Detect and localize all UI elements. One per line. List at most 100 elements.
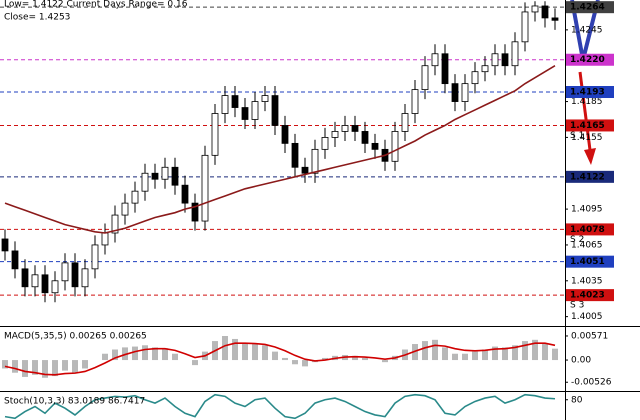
level-label: 1.4220 xyxy=(570,55,605,65)
histogram-bar xyxy=(472,351,478,361)
y-tick-label: 1.4245 xyxy=(571,25,603,35)
candle-body xyxy=(161,166,169,180)
histogram-bar xyxy=(252,344,258,361)
candle-body xyxy=(261,95,269,102)
candle-body xyxy=(551,17,559,21)
candle-body xyxy=(1,238,9,252)
histogram-bar xyxy=(532,339,538,361)
candle-body xyxy=(71,262,79,288)
histogram-bar xyxy=(242,343,248,361)
level-label: 1.4122 xyxy=(570,172,605,182)
info-text: Close= 1.4253 xyxy=(4,13,70,23)
histogram-bar xyxy=(422,341,428,361)
histogram-bar xyxy=(552,348,558,361)
y-tick-label: -0.00526 xyxy=(571,378,612,388)
histogram-bar xyxy=(382,360,388,363)
histogram-bar xyxy=(492,346,498,361)
y-tick-label: 1.4155 xyxy=(571,133,603,143)
candle-body xyxy=(281,125,289,144)
candle-body xyxy=(251,101,259,120)
indicator-line xyxy=(4,65,556,234)
y-tick-label: 1.4005 xyxy=(571,312,603,322)
candle-body xyxy=(211,113,219,156)
histogram-bar xyxy=(542,343,548,361)
histogram-bar xyxy=(232,338,238,361)
level-box xyxy=(566,170,614,183)
histogram-bar xyxy=(272,351,278,361)
indicator-title: Stoch(10,3,3) 83.0189 86.7417 xyxy=(4,397,145,407)
candle-body xyxy=(151,172,159,180)
level-box xyxy=(566,86,614,99)
histogram-bar xyxy=(192,360,198,366)
histogram-bar xyxy=(322,357,328,361)
histogram-bar xyxy=(512,345,518,361)
candle-body xyxy=(31,274,39,288)
histogram-bar xyxy=(432,339,438,361)
y-tick-label: 1.4035 xyxy=(571,276,603,286)
candle-body xyxy=(61,262,69,282)
histogram-bar xyxy=(352,355,358,361)
candle-body xyxy=(301,166,309,174)
candle-body xyxy=(141,172,149,192)
histogram-bar xyxy=(362,357,368,361)
histogram-bar xyxy=(82,360,88,369)
candle-body xyxy=(291,142,299,168)
candle-body xyxy=(121,202,129,216)
candle-body xyxy=(531,5,539,13)
candle-body xyxy=(91,244,99,270)
candle-body xyxy=(241,107,249,120)
histogram-bar xyxy=(282,357,288,361)
level-label: 1.4078 xyxy=(570,225,605,235)
candle-body xyxy=(351,125,359,132)
histogram-bar xyxy=(172,353,178,361)
level-label: 1.4023 xyxy=(570,291,605,301)
histogram-bar xyxy=(62,360,68,371)
candle-body xyxy=(501,53,509,67)
histogram-bar xyxy=(452,353,458,361)
candle-body xyxy=(521,11,529,43)
candle-body xyxy=(461,83,469,102)
candle-body xyxy=(111,214,119,234)
level-box xyxy=(566,223,614,236)
candle-body xyxy=(541,5,549,19)
candle-body xyxy=(131,190,139,204)
histogram-bar xyxy=(162,348,168,361)
level-tag: S 3 xyxy=(570,301,584,311)
candle-body xyxy=(271,95,279,126)
level-box xyxy=(566,255,614,268)
arrow-head xyxy=(584,148,596,165)
histogram-bar xyxy=(122,347,128,361)
level-label: 1.4264 xyxy=(570,3,605,13)
y-tick-label: 0.00 xyxy=(571,356,591,366)
candle-body xyxy=(21,268,29,288)
level-box xyxy=(566,53,614,66)
candle-body xyxy=(331,131,339,138)
histogram-bar xyxy=(102,353,108,361)
info-text: Low= 1.4122 Current Days Range= 0.16 xyxy=(4,0,188,10)
level-box xyxy=(566,119,614,132)
level-box xyxy=(566,1,614,14)
histogram-bar xyxy=(302,360,308,367)
histogram-bar xyxy=(2,360,8,369)
candle-body xyxy=(411,89,419,114)
candle-body xyxy=(361,131,369,144)
y-tick-label: 0.00571 xyxy=(571,331,608,341)
level-tag: S 2 xyxy=(570,235,584,245)
candle-body xyxy=(231,95,239,108)
histogram-bar xyxy=(142,345,148,361)
candle-body xyxy=(491,53,499,67)
candle-body xyxy=(441,53,449,85)
candle-body xyxy=(191,202,199,222)
y-tick-label: 1.4185 xyxy=(571,97,603,107)
candle-body xyxy=(321,137,329,150)
candle-body xyxy=(11,250,19,270)
candle-body xyxy=(421,65,429,91)
candle-body xyxy=(101,232,109,246)
y-tick-label: 1.4095 xyxy=(571,205,603,215)
candle-body xyxy=(41,274,49,294)
histogram-bar xyxy=(12,360,18,373)
histogram-bar xyxy=(482,349,488,361)
histogram-bar xyxy=(502,347,508,361)
level-tag: S 1 xyxy=(570,131,584,141)
